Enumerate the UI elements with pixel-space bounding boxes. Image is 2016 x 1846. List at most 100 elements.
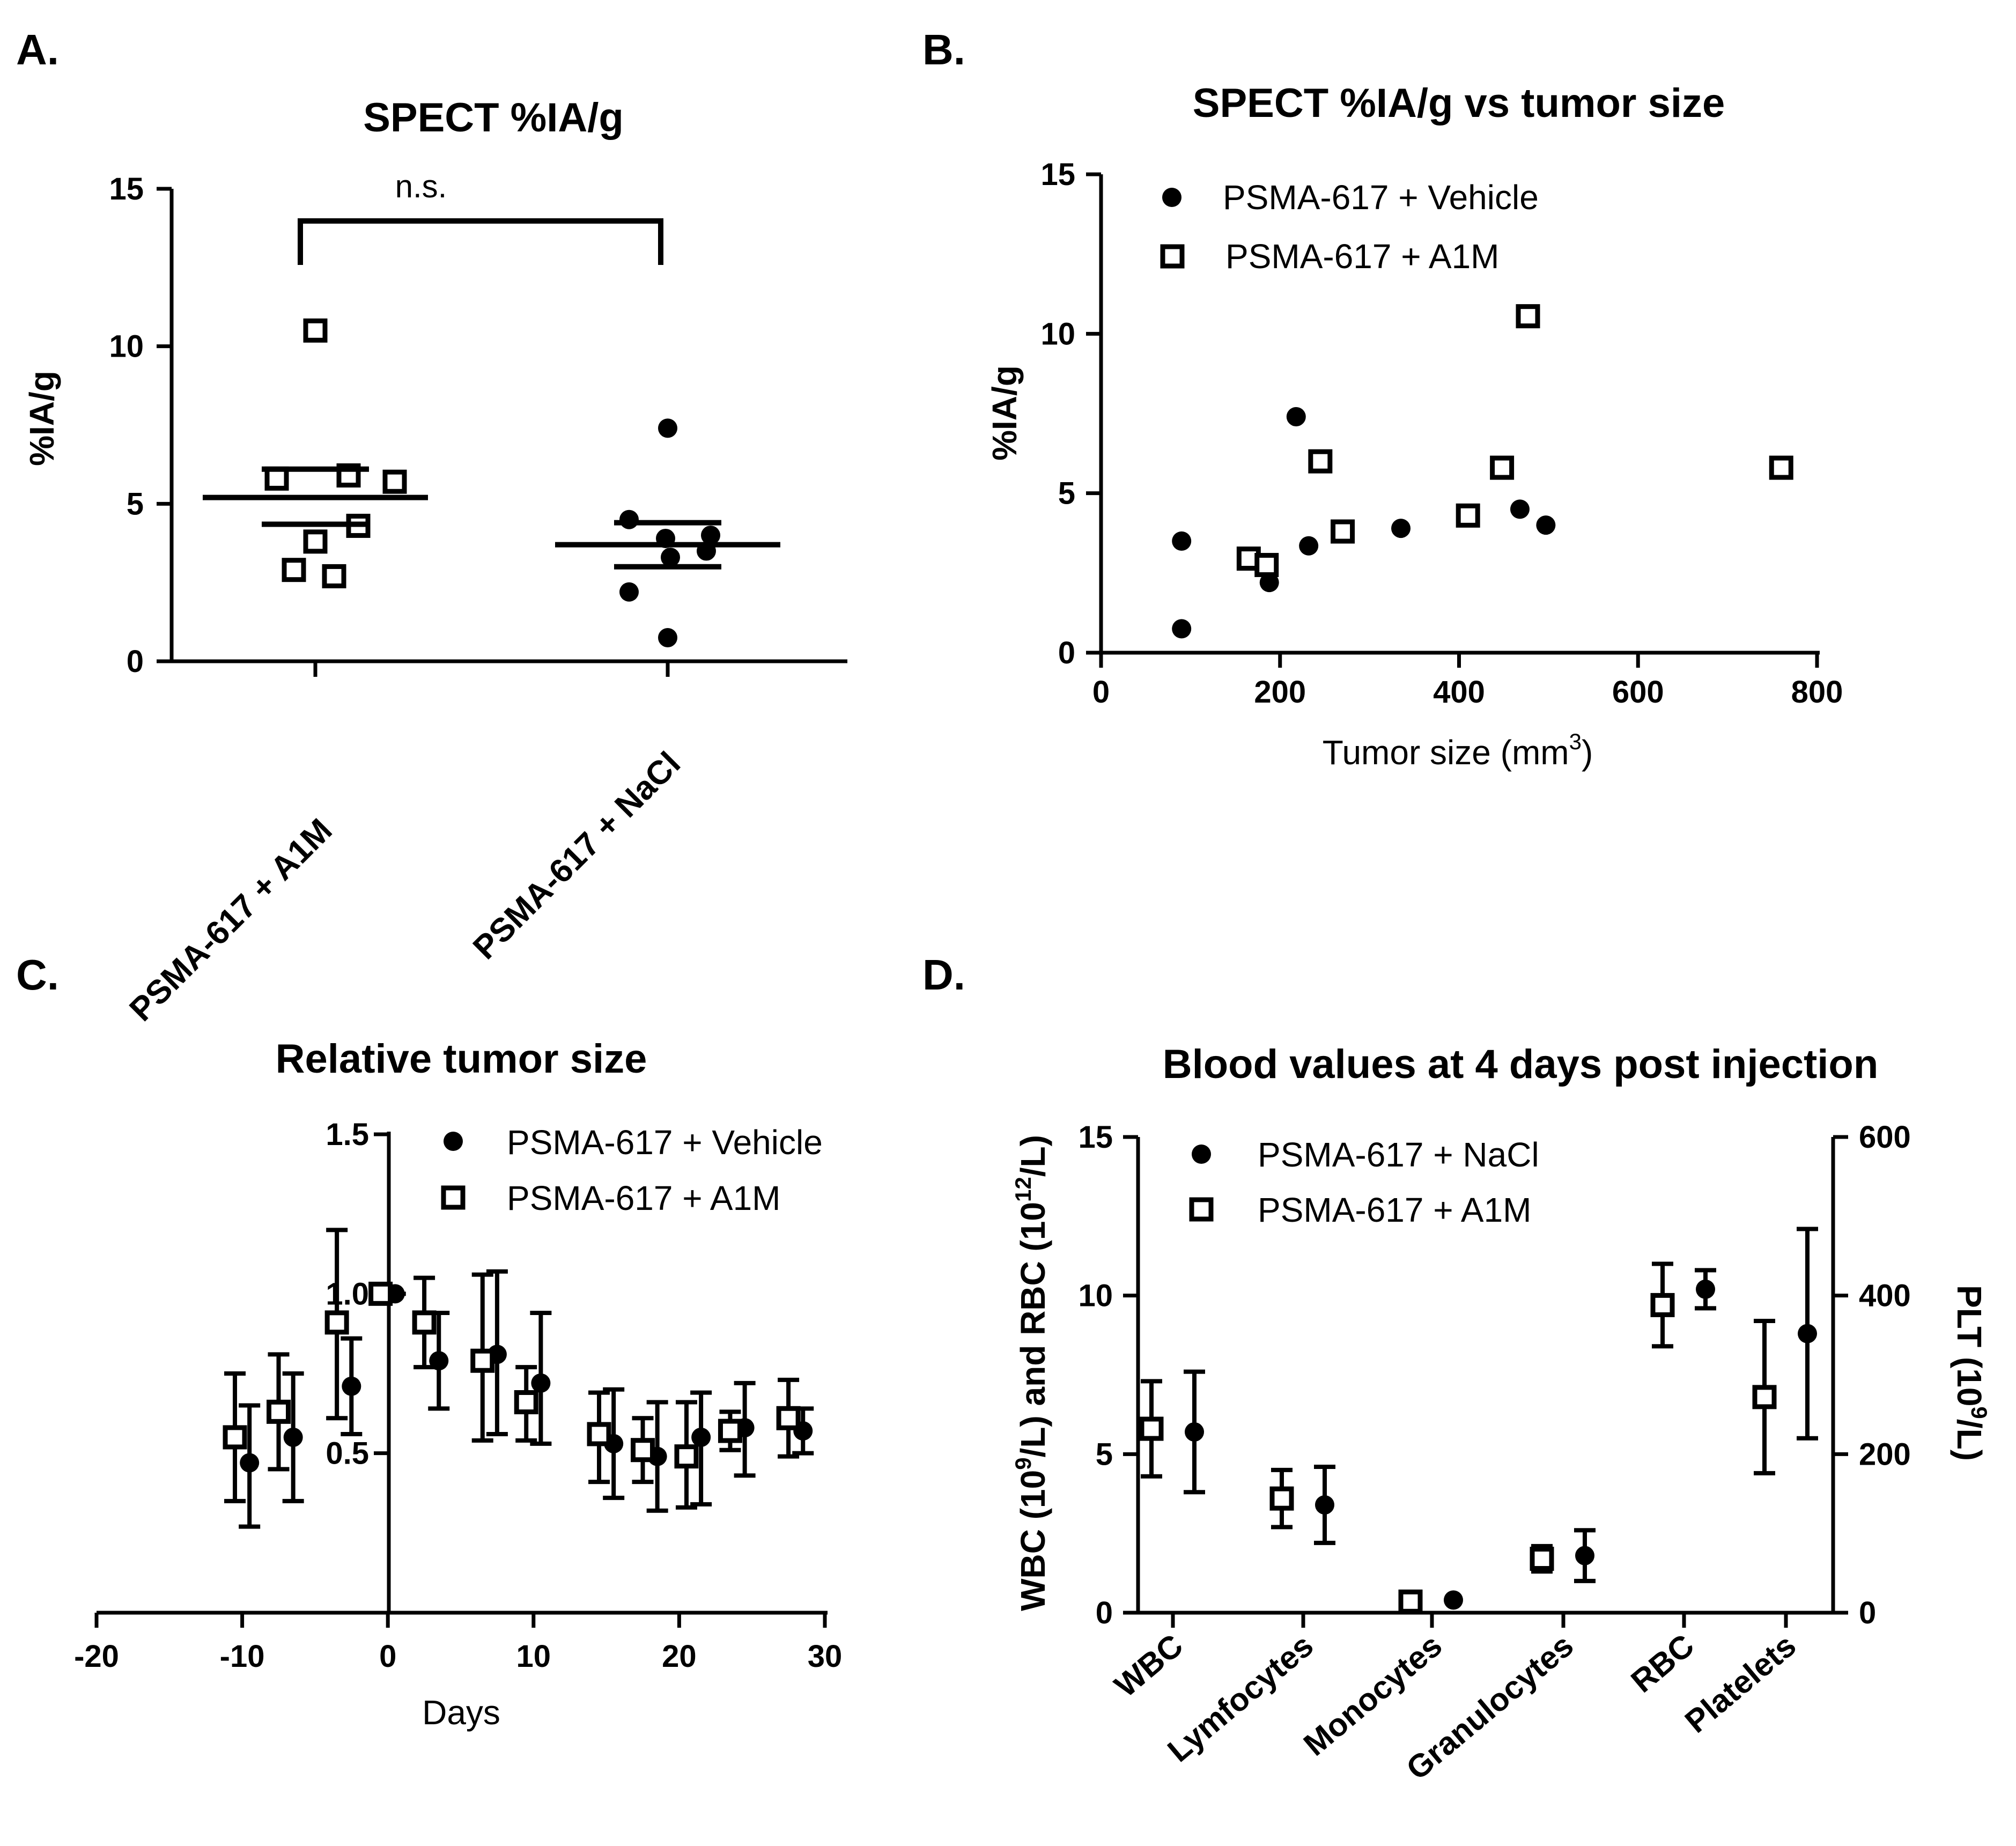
- significance-bracket: [298, 218, 663, 265]
- chart-d-ylabel-left-1: WBC (10: [1014, 1470, 1052, 1611]
- chart-c-point-a1m-4: [412, 1310, 437, 1335]
- chart-d-point-nacl-5: [1798, 1324, 1817, 1343]
- chart-a-point-a1m-3: [382, 469, 407, 494]
- chart-a: SPECT %IA/g %IA/g PSMA-617 + A1M PSMA-61…: [23, 95, 847, 1029]
- chart-b-xtick-label-4: 800: [1791, 675, 1843, 710]
- panel-letter-b: B.: [922, 26, 965, 73]
- chart-b-xlabel-text: Tumor size (mm: [1323, 733, 1569, 772]
- chart-a-point-nacl-6: [619, 582, 639, 602]
- chart-d-legend-label-a1m: PSMA-617 + A1M: [1258, 1191, 1531, 1229]
- chart-d-point-a1m-0: [1139, 1416, 1164, 1441]
- chart-d-ylabel-left-sup2: 12: [1010, 1177, 1036, 1202]
- chart-c-xlabel: Days: [422, 1693, 500, 1732]
- chart-d-point-nacl-2: [1444, 1590, 1463, 1610]
- chart-c-legend-label-vehicle: PSMA-617 + Vehicle: [507, 1123, 823, 1162]
- chart-d-category-label-5: Platelets: [1678, 1627, 1803, 1740]
- chart-c-point-a1m-8: [631, 1438, 655, 1463]
- chart-d-legend-marker-nacl: [1192, 1144, 1211, 1164]
- chart-c-xtick-label-1: -10: [220, 1639, 265, 1674]
- chart-d-ytick-left-label-1: 5: [1096, 1437, 1113, 1472]
- chart-c-legend-marker-vehicle: [444, 1132, 463, 1151]
- chart-a-ytick-label-2: 10: [109, 329, 144, 364]
- chart-d-ylabel-right-1: PLT (10: [1950, 1285, 1989, 1406]
- chart-c-ytick-label-0: 0.5: [326, 1436, 369, 1471]
- chart-d-point-nacl-1: [1315, 1495, 1334, 1515]
- chart-d-ylabel-left-sup1: 9: [1010, 1457, 1036, 1470]
- chart-c-point-vehicle-4: [429, 1351, 449, 1371]
- significance-label: n.s.: [395, 168, 447, 204]
- chart-a-point-nacl-0: [658, 418, 677, 438]
- chart-d-category-label-0: WBC: [1107, 1627, 1190, 1704]
- chart-b-point-a1m-7: [1769, 455, 1793, 480]
- chart-d-point-a1m-4: [1650, 1293, 1675, 1317]
- panel-letter-c: C.: [16, 951, 59, 999]
- chart-c-ytick-label-1: 1.0: [326, 1276, 369, 1311]
- chart-b-legend-marker-a1m: [1160, 244, 1185, 269]
- chart-b-xtick-label-1: 200: [1254, 675, 1306, 710]
- chart-d-title: Blood values at 4 days post injection: [1163, 1042, 1879, 1087]
- chart-a-title: SPECT %IA/g: [363, 95, 624, 141]
- chart-d-point-nacl-3: [1575, 1546, 1594, 1566]
- chart-c-point-a1m-3: [368, 1281, 393, 1306]
- chart-c-point-a1m-2: [324, 1310, 349, 1335]
- chart-c-legend-label-a1m: PSMA-617 + A1M: [507, 1179, 780, 1217]
- chart-d-ytick-right-label-1: 200: [1859, 1437, 1911, 1472]
- chart-a-ytick-label-3: 15: [109, 172, 144, 206]
- chart-b-point-vehicle-1: [1172, 619, 1192, 639]
- chart-c-xtick-label-5: 30: [808, 1639, 843, 1674]
- chart-b-point-a1m-2: [1308, 449, 1333, 474]
- chart-d-point-nacl-0: [1185, 1422, 1204, 1442]
- chart-d-point-a1m-2: [1398, 1589, 1423, 1614]
- chart-d-point-a1m-5: [1752, 1385, 1777, 1409]
- chart-c-point-a1m-9: [674, 1444, 699, 1469]
- chart-a-point-a1m-1: [264, 466, 289, 491]
- chart-a-point-a1m-0: [303, 318, 328, 343]
- chart-b-point-vehicle-3: [1286, 407, 1306, 426]
- chart-c-xtick-label-2: 0: [379, 1639, 396, 1674]
- chart-a-category-label-2: PSMA-617 + NaCl: [466, 745, 688, 966]
- chart-b-ytick-label-0: 0: [1058, 636, 1075, 670]
- chart-b-point-vehicle-7: [1536, 515, 1556, 535]
- chart-c-xtick-label-3: 10: [516, 1639, 551, 1674]
- chart-b-legend-marker-vehicle: [1162, 188, 1181, 207]
- chart-d-ytick-right-label-3: 600: [1859, 1120, 1911, 1155]
- chart-b-point-a1m-4: [1456, 503, 1480, 528]
- chart-c-point-a1m-7: [587, 1422, 611, 1446]
- chart-d-category-label-1: Lymfocytes: [1161, 1627, 1320, 1769]
- chart-b-xtick-label-2: 400: [1433, 675, 1485, 710]
- chart-c-point-vehicle-2: [342, 1376, 361, 1396]
- chart-a-ytick-label-1: 5: [127, 486, 144, 521]
- chart-c-point-vehicle-9: [691, 1427, 711, 1447]
- chart-c: Relative tumor size Days PSMA-617 + Vehi…: [74, 1036, 842, 1732]
- chart-b-point-vehicle-4: [1299, 536, 1319, 556]
- chart-d-ytick-left-label-2: 10: [1078, 1279, 1113, 1313]
- chart-b-xtick-label-0: 0: [1092, 675, 1110, 710]
- chart-a-point-nacl-1: [619, 510, 639, 529]
- chart-d-ytick-right-label-0: 0: [1859, 1596, 1876, 1630]
- chart-b-legend-label-a1m: PSMA-617 + A1M: [1225, 237, 1499, 276]
- chart-a-point-nacl-5: [661, 548, 680, 567]
- chart-b-point-vehicle-6: [1510, 499, 1530, 519]
- chart-d-ytick-left-label-3: 15: [1078, 1120, 1113, 1155]
- chart-b-ytick-label-2: 10: [1040, 316, 1075, 351]
- chart-a-point-nacl-2: [701, 526, 720, 545]
- chart-a-point-nacl-7: [658, 627, 677, 647]
- chart-d-ylabel-left-end: /L): [1014, 1135, 1052, 1177]
- chart-b-xlabel-end: ): [1582, 733, 1593, 772]
- chart-b-legend-label-vehicle: PSMA-617 + Vehicle: [1223, 178, 1539, 217]
- chart-c-point-vehicle-0: [240, 1453, 260, 1473]
- chart-c-point-a1m-11: [776, 1406, 801, 1430]
- chart-b-point-a1m-5: [1490, 455, 1515, 480]
- chart-d-legend-marker-a1m: [1189, 1197, 1214, 1222]
- chart-b: SPECT %IA/g vs tumor size %IA/g Tumor si…: [985, 80, 1843, 772]
- chart-c-point-a1m-6: [514, 1390, 538, 1415]
- chart-d-ytick-left-label-0: 0: [1096, 1596, 1113, 1630]
- chart-d-ytick-right-label-2: 400: [1859, 1279, 1911, 1313]
- chart-a-ylabel: %IA/g: [23, 371, 61, 466]
- chart-c-xtick-label-0: -20: [74, 1639, 119, 1674]
- chart-d: Blood values at 4 days post injection WB…: [1010, 1042, 1992, 1787]
- chart-d-ylabel-right-sup: 9: [1967, 1406, 1992, 1419]
- chart-c-errorbar-vehicle-9: [690, 1390, 712, 1507]
- chart-c-point-vehicle-1: [283, 1427, 303, 1447]
- chart-a-point-a1m-7: [322, 564, 346, 588]
